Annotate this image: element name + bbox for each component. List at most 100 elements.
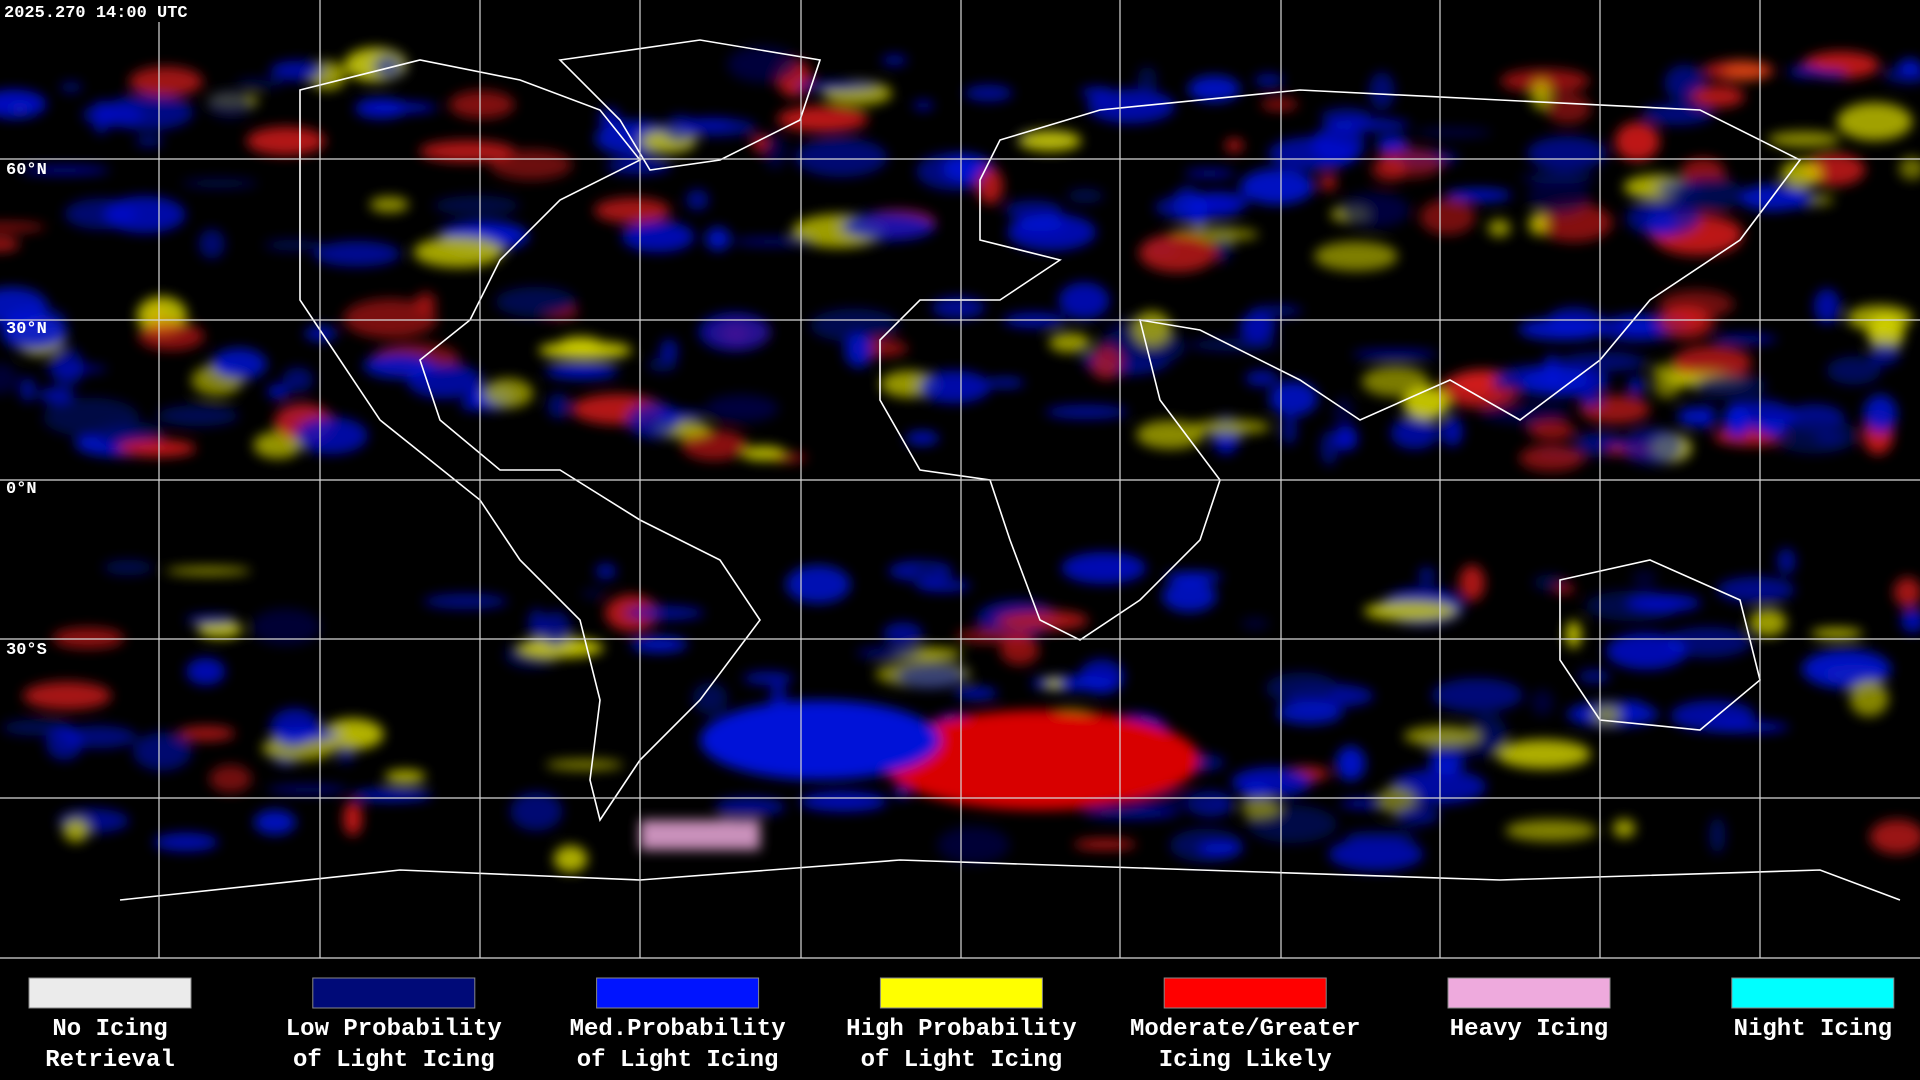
icing-patch [1061,551,1147,585]
icing-patch [1487,219,1511,237]
icing-patch [1390,416,1439,450]
icing-patch [1521,366,1609,397]
icing-patch [545,759,624,771]
icing-patch [840,212,936,241]
icing-patch [1224,138,1244,153]
icing-patch [1320,107,1372,126]
icing-patch [1578,669,1611,684]
icing-patch [1713,334,1778,344]
legend-label: of Light Icing [293,1047,495,1074]
icing-patch [1645,209,1678,236]
icing-patch [538,341,633,360]
icing-patch [1863,394,1898,434]
icing-patch [43,397,140,438]
icing-patch [1083,808,1178,820]
icing-patch [916,579,971,593]
icing-patch [157,404,239,427]
icing-patch [198,228,226,259]
icing-patch [1162,579,1217,613]
icing-patch [1240,617,1270,630]
icing-patch [1505,819,1597,842]
icing-patch [363,352,436,379]
icing-patch [762,134,787,169]
icing-patch [1810,628,1863,639]
icing-patch [985,378,1025,388]
icing-patch [495,286,577,318]
legend-swatch [28,977,192,1009]
icing-patch [1693,373,1767,399]
icing-patch [659,338,679,363]
icing-patch [1231,766,1312,798]
icing-patch [1281,413,1298,446]
icing-patch [1787,188,1816,209]
icing-patch [153,832,219,852]
icing-patch [235,78,285,89]
icing-patch [267,785,349,794]
icing-patch [1187,75,1241,103]
icing-patch [39,387,74,404]
icing-patch [61,725,137,749]
latitude-label: 0°N [6,480,37,499]
icing-patch [1706,721,1790,733]
antarctica-outline [119,859,1901,901]
icing-patch [905,431,940,445]
icing-patch [714,796,786,817]
icing-patch [1612,819,1636,838]
icing-patch [1469,714,1507,752]
icing-patch [799,791,888,812]
icing-patch [1239,312,1276,342]
icing-patch [1334,425,1358,451]
icing-patch [181,177,258,189]
icing-patch [785,564,851,604]
icing-patch [647,357,678,372]
icing-patch [1626,593,1702,613]
icing-patch [1716,576,1795,603]
icing-patch [1418,566,1436,586]
latitude-labels: 60°N 30°N 0°N 30°S [6,161,47,660]
icing-patch [423,593,508,610]
icing-patch [1479,403,1570,424]
australia-outline [1559,559,1761,731]
icing-patch [448,90,515,119]
icing-patch [705,227,731,251]
icing-patch [1239,168,1315,205]
icing-patch [415,292,437,313]
icing-patch [460,399,484,411]
icing-patch [1045,404,1128,420]
icing-patch [882,622,923,645]
icing-patch [1815,69,1847,80]
greenland-outline [558,39,822,171]
icing-patch [1897,58,1920,77]
icing-patch [1869,819,1920,854]
graticule [0,0,1920,959]
icing-patch [1328,837,1424,871]
icing-patch [1723,402,1751,439]
icing-patch [1555,583,1575,595]
icing-patch [22,681,112,710]
icing-patch [1526,136,1607,171]
icing-patch [1018,130,1082,152]
icing-patch [1045,678,1063,689]
icing-patch [1690,85,1745,108]
icing-patch [685,189,709,211]
icing-patch [0,222,46,232]
icing-patch [0,236,20,252]
icing-patch [964,84,1013,102]
icing-patch [0,316,68,351]
icing-patch [1128,789,1223,814]
legend-label: Night Icing [1734,1016,1892,1043]
icing-patch [373,54,402,79]
icing-patch [605,158,672,175]
icing-patch [1893,577,1920,608]
icing-patch [209,764,252,793]
icing-patch [92,99,111,135]
icing-patch [1709,816,1726,854]
legend-label: Retrieval [45,1047,175,1074]
icing-patch [1066,188,1104,204]
icing-patch [844,333,873,368]
icing-patch [1565,620,1582,649]
icing-patch [369,196,409,213]
timestamp: 2025.270 14:00 UTC [4,4,188,23]
icing-patch [1335,745,1366,781]
